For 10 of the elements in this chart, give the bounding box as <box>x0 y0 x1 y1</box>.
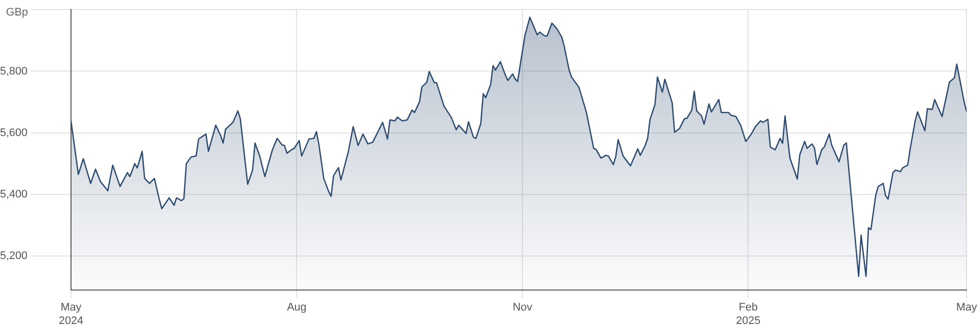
x-tick-label: May <box>956 302 978 314</box>
x-tick-label: Feb 2025 <box>736 302 760 327</box>
x-tick-label: Aug <box>286 302 307 314</box>
y-tick-label: 5,400 <box>0 188 28 201</box>
x-tick-label: May 2024 <box>58 302 84 327</box>
x-tick-label: Nov <box>512 302 533 314</box>
y-axis-title: GBp <box>6 6 28 19</box>
y-tick-label: 5,600 <box>0 126 28 139</box>
y-tick-label: 5,800 <box>0 65 28 78</box>
y-tick-label: 5,200 <box>0 250 28 262</box>
